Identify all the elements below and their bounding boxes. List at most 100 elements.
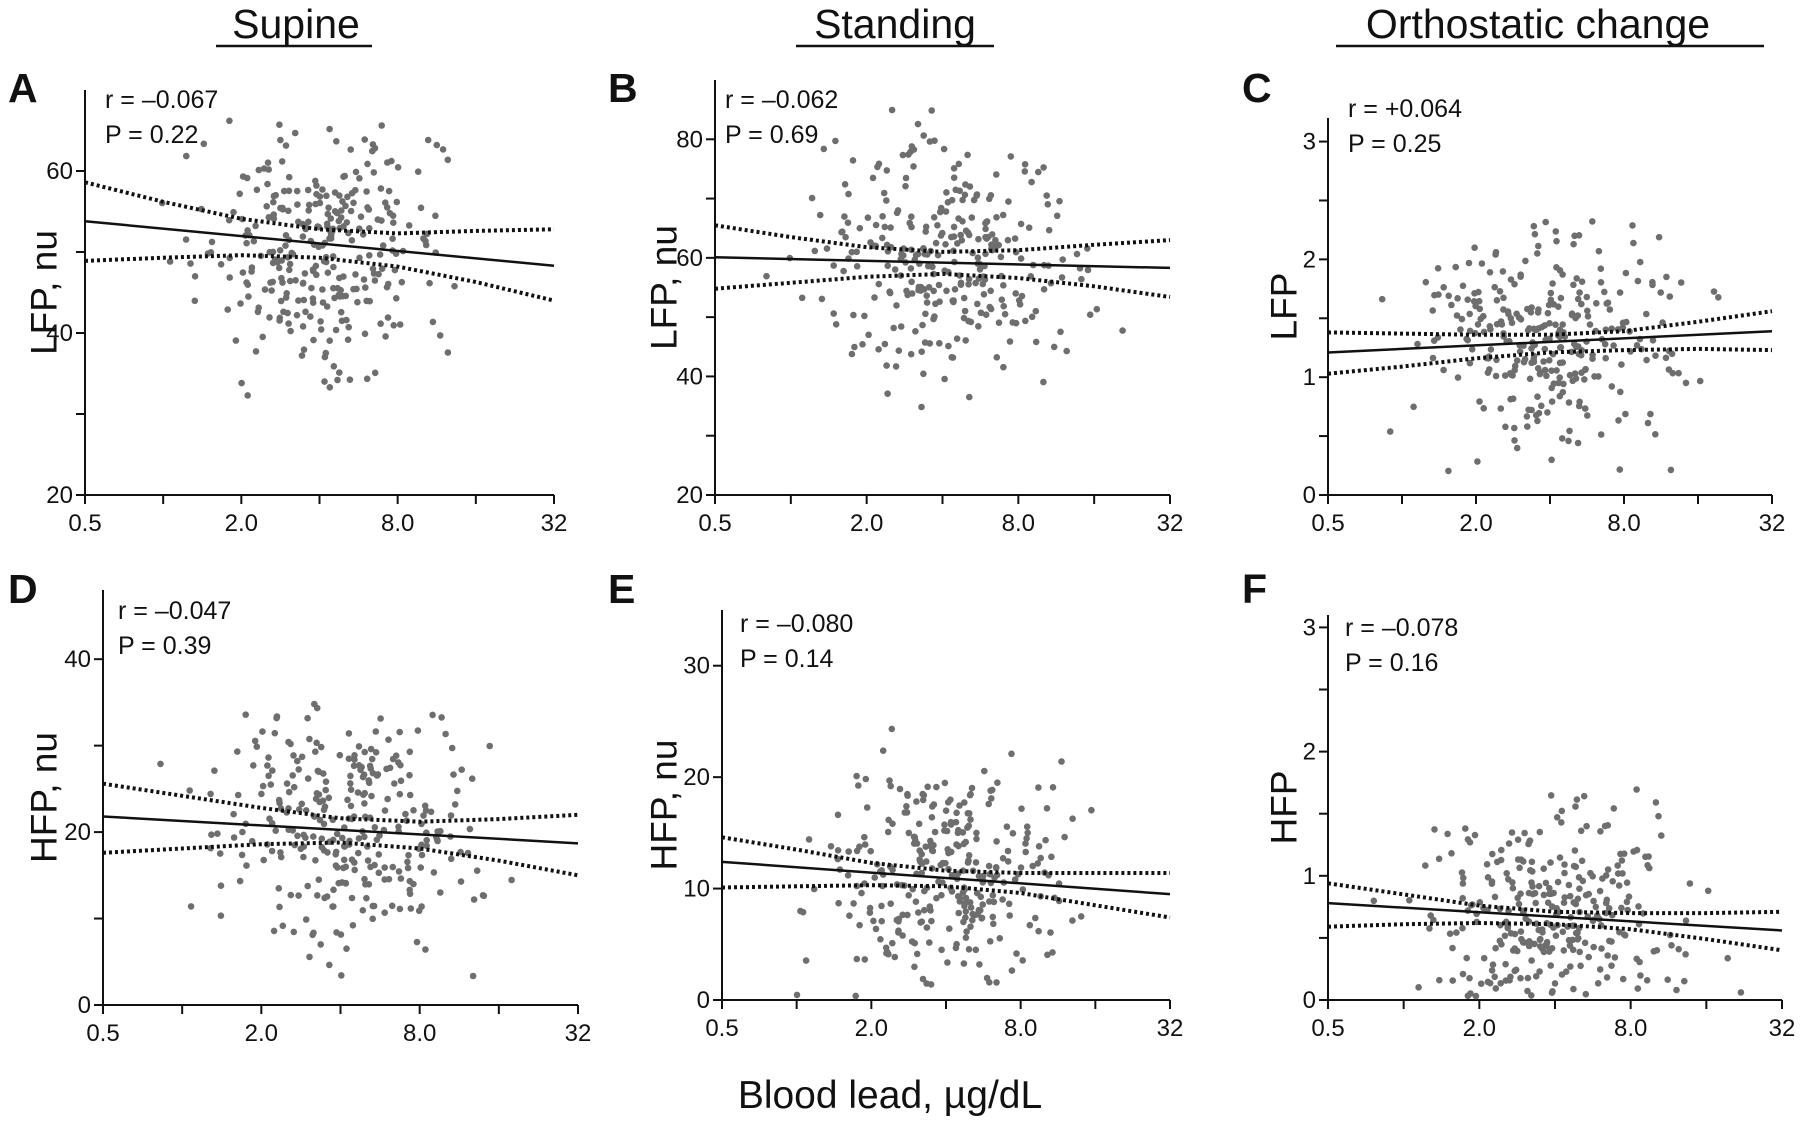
scatter-point — [897, 323, 905, 330]
scatter-point — [405, 222, 413, 229]
scatter-point — [934, 251, 942, 259]
scatter-point — [846, 912, 853, 919]
scatter-point — [393, 198, 401, 206]
scatter-point — [1616, 928, 1623, 936]
scatter-point — [386, 764, 394, 772]
scatter-point — [1597, 431, 1605, 438]
scatter-point — [966, 899, 974, 906]
scatter-point — [1566, 427, 1573, 435]
scatter-point — [384, 795, 391, 803]
scatter-point — [883, 167, 891, 174]
scatter-point — [351, 866, 359, 874]
scatter-point — [365, 881, 373, 888]
x-tick-label: 2.0 — [850, 510, 883, 537]
scatter-point — [1471, 290, 1478, 297]
x-tick-label: 0.5 — [705, 1015, 738, 1042]
regression-line — [714, 256, 1171, 270]
scatter-point — [361, 789, 369, 797]
ci-lower-line — [714, 271, 1171, 299]
regression-line — [1327, 901, 1783, 932]
scatter-point — [286, 266, 293, 274]
scatter-point — [1536, 828, 1544, 836]
scatter-point — [983, 218, 990, 226]
y-axis-label: HFP, nu — [23, 732, 64, 863]
scatter-point — [1073, 250, 1081, 258]
scatter-point — [1042, 836, 1049, 844]
scatter-point — [360, 276, 368, 283]
scatter-point — [317, 941, 325, 948]
scatter-point — [451, 801, 459, 808]
scatter-point — [875, 280, 883, 288]
scatter-point — [1017, 220, 1025, 228]
scatter-point — [1005, 900, 1013, 908]
scatter-point — [966, 393, 973, 401]
y-tick-label: 0 — [1303, 987, 1316, 1014]
scatter-point — [1511, 424, 1518, 432]
scatter-point — [933, 894, 940, 902]
scatter-point — [1472, 992, 1480, 1000]
y-tick-label: 1 — [1303, 364, 1316, 391]
scatter-point — [908, 278, 915, 286]
scatter-point — [295, 892, 302, 899]
scatter-point — [861, 312, 868, 320]
scatter-point — [269, 259, 277, 267]
scatter-point — [973, 835, 980, 843]
scatter-point — [967, 816, 974, 823]
scatter-point — [954, 893, 962, 900]
scatter-point — [320, 770, 327, 777]
scatter-point — [965, 946, 973, 953]
x-tick-label: 2.0 — [855, 1015, 888, 1042]
scatter-point — [351, 752, 358, 759]
scatter-point — [1048, 853, 1055, 861]
x-tick-label: 2.0 — [225, 510, 258, 537]
scatter-point — [1500, 294, 1507, 302]
scatter-point — [319, 299, 327, 306]
scatter-point — [298, 352, 306, 359]
scatter-point — [1553, 237, 1560, 245]
scatter-point — [886, 288, 893, 296]
scatter-point — [1524, 974, 1532, 982]
scatter-point — [1489, 850, 1496, 858]
scatter-point — [979, 901, 986, 908]
scatter-point — [1561, 861, 1568, 868]
scatter-point — [983, 974, 991, 982]
scatter-point — [1440, 284, 1447, 291]
scatter-point — [1541, 345, 1549, 353]
scatter-point — [396, 321, 404, 328]
scatter-point — [1527, 939, 1534, 947]
scatter-point — [937, 204, 945, 212]
scatter-point — [1546, 357, 1553, 364]
scatter-point — [1572, 929, 1580, 937]
scatter-point — [1475, 297, 1483, 305]
scatter-point — [293, 311, 301, 319]
scatter-point — [893, 302, 900, 309]
scatter-point — [451, 282, 458, 290]
scatter-point — [375, 869, 383, 877]
r-value: r = –0.067 — [105, 86, 218, 114]
scatter-point — [1553, 814, 1561, 821]
scatter-point — [450, 771, 457, 778]
x-tick-label: 0.5 — [1311, 1015, 1344, 1042]
scatter-point — [1022, 840, 1029, 847]
scatter-point — [1502, 960, 1509, 968]
regression-line — [721, 860, 1171, 896]
scatter-point — [1581, 939, 1589, 947]
scatter-point — [1616, 466, 1624, 473]
scatter-point — [447, 812, 455, 819]
scatter-point — [300, 853, 307, 861]
scatter-point — [378, 265, 386, 273]
scatter-point — [1618, 361, 1625, 368]
scatter-point — [310, 929, 317, 937]
scatter-point — [1552, 228, 1560, 235]
scatter-point — [432, 212, 439, 220]
scatter-point — [1643, 977, 1651, 984]
scatter-point — [341, 843, 348, 850]
scatter-point — [964, 810, 972, 817]
scatter-point — [975, 235, 982, 243]
scatter-point — [414, 727, 422, 734]
scatter-point — [289, 772, 297, 779]
y-axis-label: LFP, nu — [23, 230, 64, 355]
scatter-point — [853, 248, 860, 256]
scatter-point — [298, 800, 306, 808]
scatter-point — [983, 235, 990, 242]
